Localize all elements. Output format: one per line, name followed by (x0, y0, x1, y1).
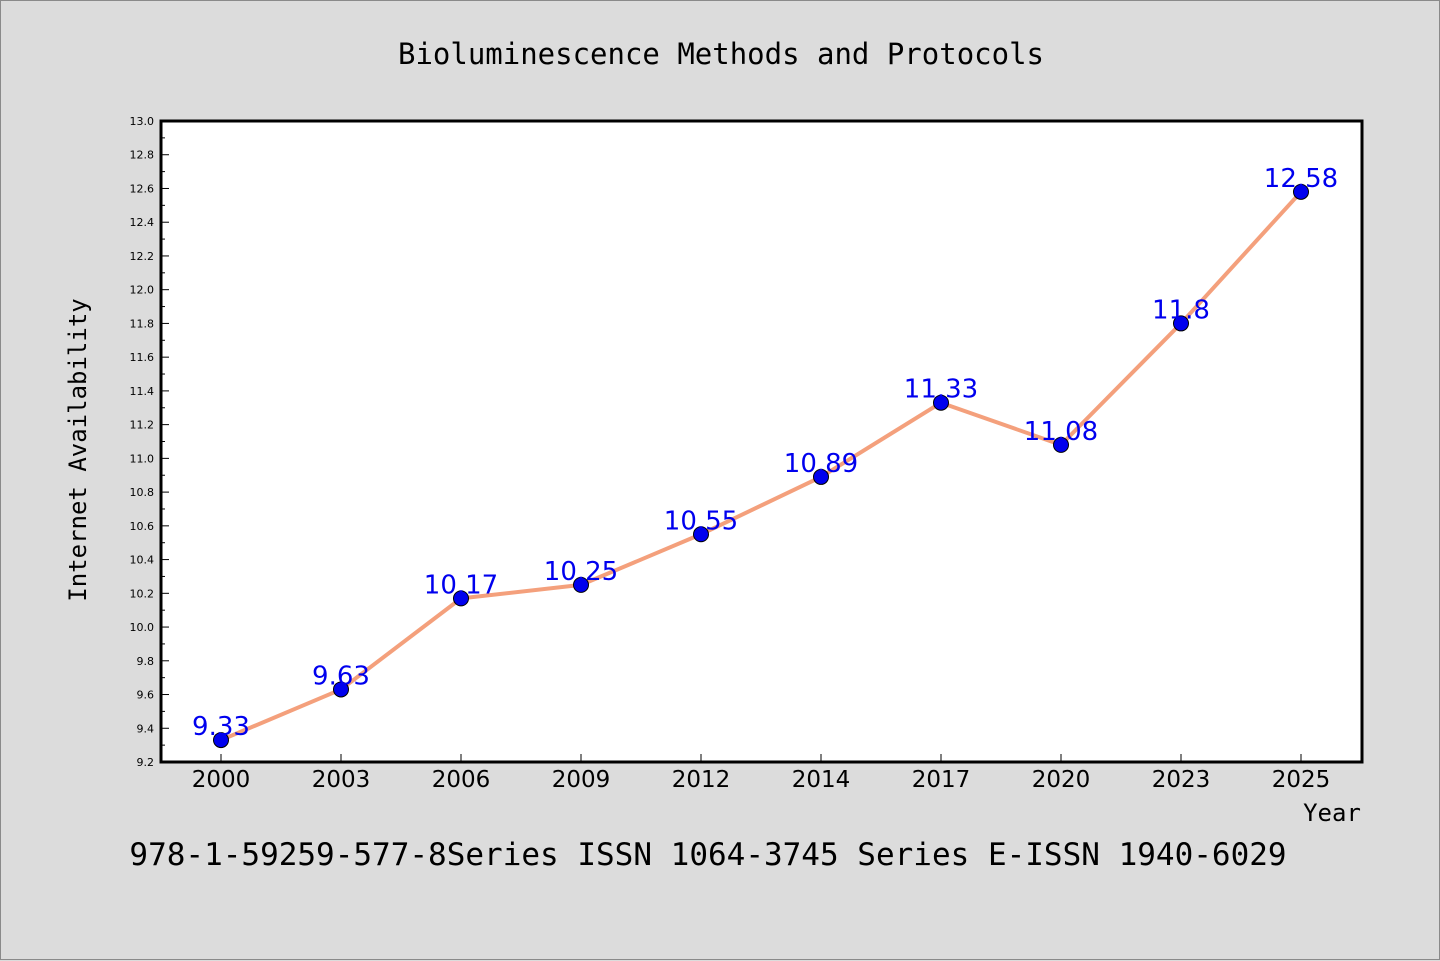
data-label: 10.17 (424, 570, 498, 600)
x-tick-label: 2014 (792, 767, 851, 793)
data-point (573, 576, 589, 593)
x-tick-label: 2023 (1152, 767, 1211, 793)
y-axis: 9.2 9.4 9.6 9.8 10.0 10.2 10.4 10.6 10.8 11.0 11.2… (130, 115, 169, 769)
x-tick-label: 2009 (552, 767, 611, 793)
x-tick-label: 2006 (432, 767, 491, 793)
x-tick-label: 2020 (1032, 767, 1091, 793)
x-tick-label: 2000 (192, 767, 251, 793)
data-label: 10.89 (784, 449, 858, 479)
data-label: 12.58 (1264, 164, 1338, 194)
y-tick-label: 9.2 (137, 756, 155, 769)
y-tick-label: 13.0 (130, 115, 155, 128)
data-point (933, 394, 949, 411)
data-point (1293, 183, 1309, 200)
y-tick-label: 12.8 (130, 149, 155, 162)
y-tick-label: 12.6 (130, 182, 155, 195)
y-tick-label: 11.0 (130, 452, 155, 465)
data-label: 11.8 (1152, 295, 1210, 325)
data-label: 11.33 (904, 375, 978, 405)
y-tick-label: 10.8 (130, 486, 155, 499)
plot-area (159, 119, 1364, 764)
x-axis-label: Year (1303, 799, 1361, 827)
series-layer: 9.33 9.63 10.17 10.25 10.55 10.89 11.33 11.08 11… (192, 164, 1338, 749)
y-tick-label: 11.2 (130, 419, 155, 432)
x-tick-label: 2003 (312, 767, 371, 793)
x-tick-label: 2017 (912, 767, 971, 793)
chart-title: Bioluminescence Methods and Protocols (398, 37, 1044, 71)
y-tick-label: 9.8 (137, 655, 155, 668)
y-tick-label: 12.2 (130, 250, 155, 263)
y-tick-label: 12.4 (130, 216, 155, 229)
data-point (1053, 436, 1069, 453)
data-point (213, 732, 229, 749)
y-tick-label: 10.2 (130, 587, 155, 600)
x-axis: 2000 2003 2006 2009 2012 2014 2017 2020 2023 2025 (192, 754, 1331, 793)
y-tick-label: 10.4 (130, 554, 155, 567)
data-label: 11.08 (1024, 417, 1098, 447)
y-tick-label: 12.0 (130, 284, 155, 297)
y-tick-label: 11.6 (130, 351, 155, 364)
y-tick-label: 11.4 (130, 385, 155, 398)
data-label: 9.63 (312, 661, 370, 691)
data-label: 10.25 (544, 557, 618, 587)
y-tick-label: 9.4 (137, 722, 155, 735)
footer-isbn-text: 978-1-59259-577-8Series ISSN 1064-3745 S… (129, 837, 1286, 873)
y-axis-label: Internet Availability (64, 298, 92, 601)
y-tick-label: 10.6 (130, 520, 155, 533)
data-label: 9.33 (192, 712, 250, 742)
x-tick-label: 2012 (672, 767, 731, 793)
y-tick-label: 10.0 (130, 621, 155, 634)
data-point (1173, 315, 1189, 332)
y-tick-label: 9.6 (137, 689, 155, 702)
data-label: 10.55 (664, 506, 738, 536)
data-point (693, 526, 709, 543)
series-line (220, 190, 1303, 742)
data-point (453, 590, 469, 607)
data-point (813, 468, 829, 485)
x-tick-label: 2025 (1272, 767, 1331, 793)
y-tick-label: 11.8 (130, 317, 155, 330)
data-point (333, 681, 349, 698)
